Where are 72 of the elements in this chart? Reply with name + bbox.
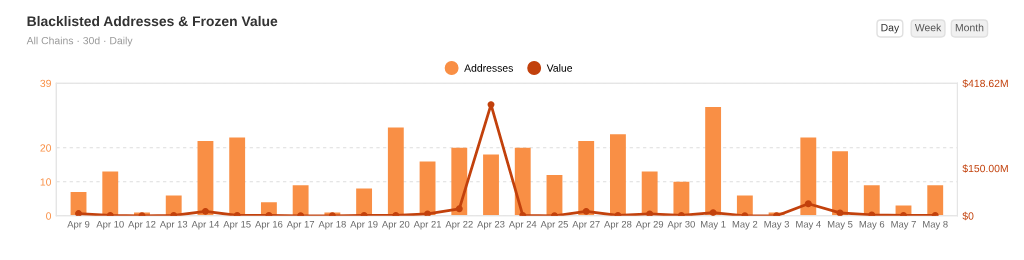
- bar: [356, 188, 373, 216]
- bar: [165, 195, 182, 216]
- bar: [483, 154, 499, 216]
- bar: [229, 137, 246, 216]
- x-tick-label: May 8: [923, 220, 948, 230]
- x-tick-label: Apr 14: [191, 221, 220, 230]
- x-tick-label: May 3: [764, 220, 790, 230]
- bar: [578, 141, 595, 216]
- x-tick-label: Apr 9: [67, 220, 90, 230]
- x-tick-label: Apr 16: [255, 220, 283, 230]
- legend-label: Value: [546, 64, 573, 72]
- x-tick-label: May 4: [796, 221, 821, 230]
- x-tick-label: Apr 12: [128, 220, 156, 230]
- x-tick-label: Apr 24: [508, 220, 537, 230]
- y2-tick-label: $418.62M: [962, 79, 1008, 88]
- bar: [800, 137, 817, 216]
- x-tick-label: Apr 23: [477, 220, 505, 230]
- x-tick-label: Apr 22: [445, 220, 473, 230]
- x-tick-label: May 6: [859, 220, 885, 230]
- text: Month: [955, 23, 984, 32]
- x-tick-label: Apr 17: [286, 221, 315, 230]
- bar: [197, 141, 214, 216]
- point: [582, 207, 590, 215]
- x-tick-label: Apr 27: [572, 220, 600, 230]
- bar: [292, 185, 309, 216]
- bar: [514, 147, 531, 216]
- y-tick-label: 0: [46, 212, 52, 220]
- point: [201, 207, 209, 215]
- legend-label: Addresses: [464, 64, 513, 72]
- chart-title: Blacklisted Addresses & Frozen Value: [27, 15, 278, 27]
- bar: [927, 185, 944, 216]
- x-tick-label: Apr 20: [381, 220, 410, 230]
- bar: [387, 127, 404, 216]
- x-tick-label: May 7: [891, 221, 916, 230]
- bar: [863, 185, 880, 216]
- point: [424, 210, 432, 216]
- x-tick-label: May 5: [827, 221, 853, 230]
- y-tick-label: 20: [40, 144, 52, 152]
- y2-tick-label: $0: [962, 211, 974, 221]
- text: Week: [914, 23, 942, 32]
- x-tick-label: May 1: [701, 221, 726, 230]
- y-tick-label: 39: [40, 79, 51, 88]
- bar: [705, 107, 722, 216]
- x-tick-label: Apr 13: [159, 220, 188, 230]
- x-tick-label: Apr 19: [350, 220, 378, 230]
- bar: [546, 175, 563, 216]
- text: Day: [881, 24, 900, 34]
- bar: [673, 181, 690, 216]
- bar: [832, 151, 848, 216]
- bar: [736, 195, 753, 216]
- bar: [641, 171, 658, 216]
- point: [709, 209, 717, 216]
- point: [804, 200, 812, 208]
- point: [646, 210, 654, 216]
- bar: [419, 161, 436, 216]
- y2-tick-label: $150.00M: [962, 164, 1008, 173]
- point: [487, 101, 495, 109]
- x-tick-label: Apr 25: [540, 220, 568, 230]
- point: [455, 205, 463, 213]
- point: [75, 210, 83, 216]
- x-tick-label: Apr 29: [635, 220, 664, 230]
- x-tick-label: Apr 30: [667, 220, 695, 230]
- y-tick-label: 10: [40, 178, 52, 186]
- x-tick-label: Apr 10: [96, 220, 124, 230]
- x-tick-label: Apr 28: [604, 220, 632, 230]
- x-tick-label: Apr 18: [318, 220, 346, 230]
- x-tick-label: May 2: [732, 220, 758, 230]
- bar: [610, 134, 626, 216]
- bar: [102, 171, 119, 216]
- chart-subtitle: All Chains · 30d · Daily: [26, 36, 133, 47]
- x-tick-label: Apr 15: [223, 221, 251, 230]
- x-tick-label: Apr 21: [413, 220, 442, 230]
